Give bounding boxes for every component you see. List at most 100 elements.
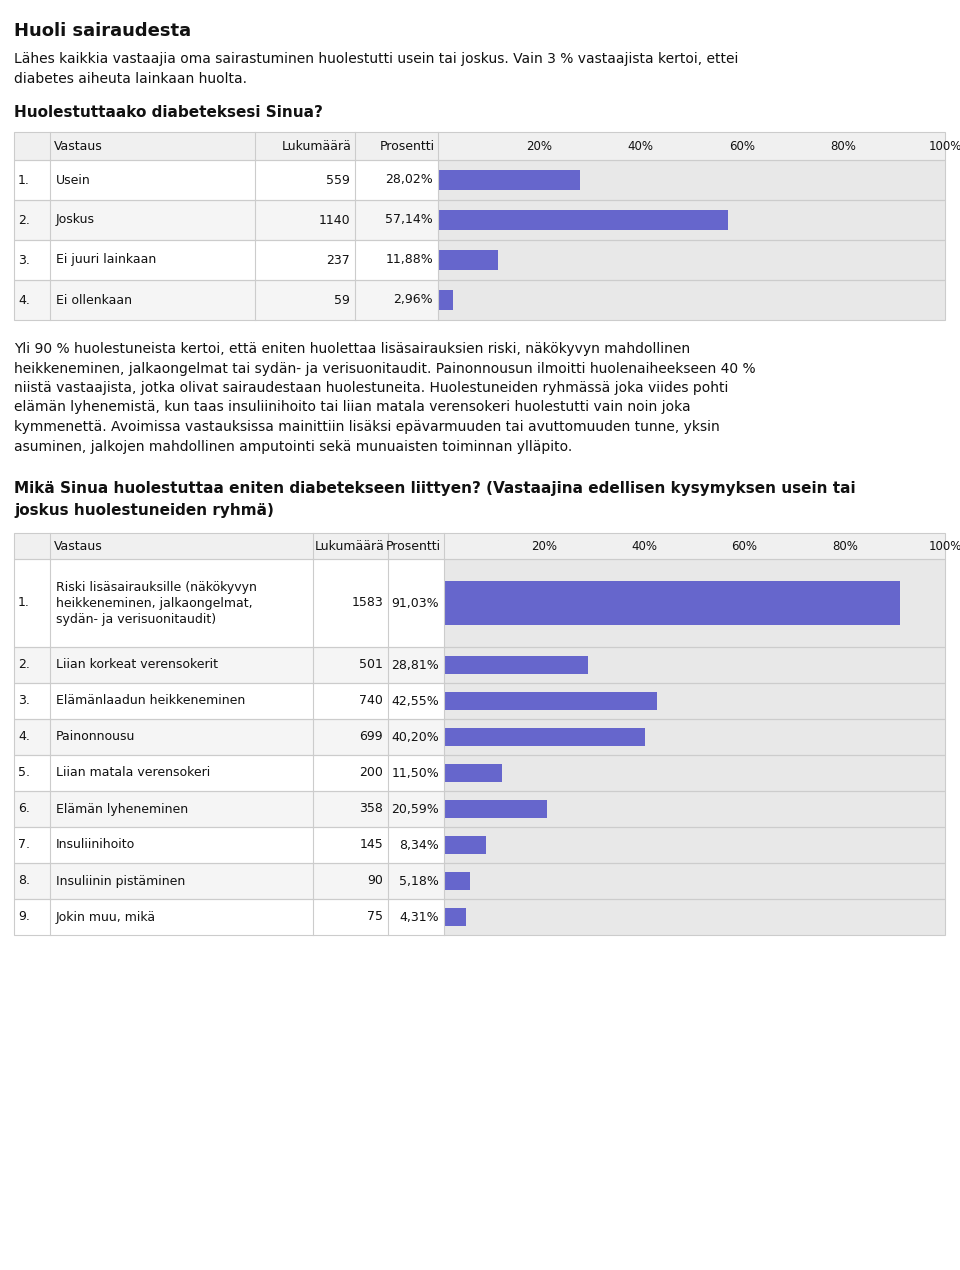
Bar [14,899,444,935]
Bar [438,170,580,190]
Bar [438,210,728,230]
Text: 6.: 6. [18,803,30,815]
Bar [14,240,438,279]
Bar [14,279,945,320]
Text: Mikä Sinua huolestuttaa eniten diabetekseen liittyen? (Vastaajina edellisen kysy: Mikä Sinua huolestuttaa eniten diabeteks… [14,481,855,497]
Text: joskus huolestuneiden ryhmä): joskus huolestuneiden ryhmä) [14,503,274,518]
Text: Lukumäärä: Lukumäärä [282,140,352,152]
Text: Elämänlaadun heikkeneminen: Elämänlaadun heikkeneminen [56,695,245,707]
Text: 20,59%: 20,59% [392,803,439,815]
Text: 40,20%: 40,20% [392,730,439,743]
Bar [444,646,945,683]
Text: 2.: 2. [18,213,30,226]
Bar [444,864,945,899]
Text: Prosentti: Prosentti [380,140,435,152]
Text: Insuliinihoito: Insuliinihoito [56,838,135,851]
Text: 8.: 8. [18,875,30,888]
Bar [444,836,486,853]
Text: 3.: 3. [18,695,30,707]
Text: 4.: 4. [18,293,30,306]
Bar [14,199,438,240]
Text: 1.: 1. [18,174,30,187]
Bar [14,754,444,791]
Bar [444,800,547,818]
Bar [14,864,444,899]
Text: Yli 90 % huolestuneista kertoi, että eniten huolettaa lisäsairauksien riski, näk: Yli 90 % huolestuneista kertoi, että eni… [14,342,690,356]
Text: 145: 145 [359,838,383,851]
Bar [438,240,945,279]
Bar [438,290,453,310]
Bar [14,559,444,646]
Bar [14,240,945,279]
Bar [14,279,438,320]
Text: Elämän lyheneminen: Elämän lyheneminen [56,803,188,815]
Bar [14,646,945,683]
Bar [444,657,588,674]
Text: 91,03%: 91,03% [392,597,439,610]
Bar [14,864,945,899]
Bar [14,132,438,160]
Bar [444,683,945,719]
Bar [438,250,498,271]
Bar [14,719,945,754]
Bar [14,683,945,719]
Text: 42,55%: 42,55% [392,695,439,707]
Text: 57,14%: 57,14% [385,213,433,226]
Text: Lähes kaikkia vastaajia oma sairastuminen huolestutti usein tai joskus. Vain 3 %: Lähes kaikkia vastaajia oma sairastumine… [14,52,738,66]
Bar [14,160,438,199]
Text: 1140: 1140 [319,213,350,226]
Text: Prosentti: Prosentti [386,540,441,552]
Bar [14,791,945,827]
Text: 4,31%: 4,31% [399,911,439,923]
Text: 90: 90 [367,875,383,888]
Bar [438,199,945,240]
Bar [444,533,945,559]
Text: 100%: 100% [928,140,960,152]
Text: Vastaus: Vastaus [54,140,103,152]
Bar [444,692,658,710]
Bar [444,580,900,625]
Bar [14,827,945,864]
Text: Jokin muu, mikä: Jokin muu, mikä [56,911,156,923]
Text: sydän- ja verisuonitaudit): sydän- ja verisuonitaudit) [56,612,216,626]
Text: 9.: 9. [18,911,30,923]
Bar [14,533,945,559]
Text: 358: 358 [359,803,383,815]
Text: 28,81%: 28,81% [392,659,439,672]
Bar [444,719,945,754]
Text: 5.: 5. [18,767,30,780]
Text: 8,34%: 8,34% [399,838,439,851]
Text: 1.: 1. [18,597,30,610]
Text: 80%: 80% [830,140,856,152]
Bar [438,132,945,160]
Text: 237: 237 [326,254,350,267]
Bar [444,728,645,745]
Bar [444,765,502,782]
Bar [444,899,945,935]
Text: 60%: 60% [732,540,757,552]
Text: 740: 740 [359,695,383,707]
Text: Joskus: Joskus [56,213,95,226]
Text: Insuliinin pistäminen: Insuliinin pistäminen [56,875,185,888]
Bar [14,559,945,646]
Text: 5,18%: 5,18% [399,875,439,888]
Text: 200: 200 [359,767,383,780]
Bar [14,160,945,199]
Text: 1583: 1583 [351,597,383,610]
Text: 7.: 7. [18,838,30,851]
Text: 2.: 2. [18,659,30,672]
Text: 699: 699 [359,730,383,743]
Text: 559: 559 [326,174,350,187]
Text: 20%: 20% [526,140,552,152]
Text: Vastaus: Vastaus [54,540,103,552]
Text: 59: 59 [334,293,350,306]
Bar [14,719,444,754]
Text: Ei juuri lainkaan: Ei juuri lainkaan [56,254,156,267]
Bar [14,827,444,864]
Bar [14,754,945,791]
Text: elämän lyhenemistä, kun taas insuliinihoito tai liian matala verensokeri huolest: elämän lyhenemistä, kun taas insuliiniho… [14,400,690,414]
Bar [14,199,945,240]
Text: Usein: Usein [56,174,91,187]
Text: kymmenettä. Avoimissa vastauksissa mainittiin lisäksi epävarmuuden tai avuttomuu: kymmenettä. Avoimissa vastauksissa maini… [14,420,720,434]
Text: Riski lisäsairauksille (näkökyvyn: Riski lisäsairauksille (näkökyvyn [56,580,257,593]
